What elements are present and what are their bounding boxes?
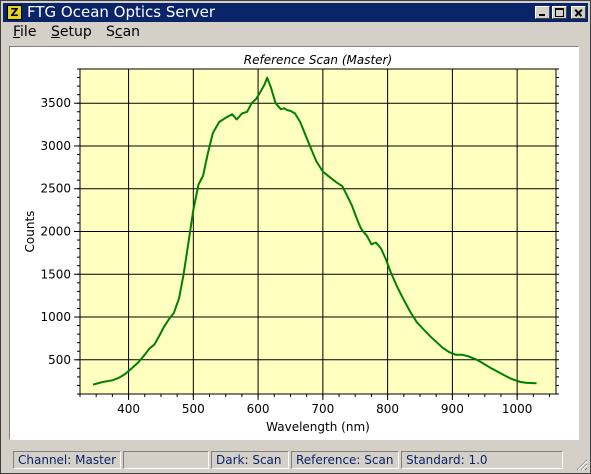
x-tick-label: 500 [182, 402, 205, 416]
y-tick-label: 2000 [40, 225, 71, 239]
status-standard: Standard: 1.0 [401, 451, 563, 469]
status-reference: Reference: Scan [291, 451, 399, 469]
menu-scan[interactable]: Scan [106, 24, 141, 40]
status-channel: Channel: Master [13, 451, 121, 469]
maximize-icon[interactable] [552, 6, 567, 19]
plot-border [79, 68, 557, 395]
menu-setup[interactable]: Setup [51, 24, 92, 40]
series-line-0 [92, 76, 537, 386]
x-tick-label: 600 [247, 402, 270, 416]
resize-grip-icon[interactable] [574, 457, 588, 471]
y-tick-label: 500 [48, 353, 71, 367]
y-tick-label: 3500 [40, 96, 71, 110]
y-tick-label: 3000 [40, 139, 71, 153]
x-tick-label: 900 [441, 402, 464, 416]
chart-title: Reference Scan (Master) [244, 53, 392, 67]
minimize-icon[interactable] [535, 6, 550, 19]
spectrum-chart: Reference Scan (Master) 400 500 600 700 800 90… [23, 53, 559, 434]
app-logo-icon[interactable]: Z [7, 5, 22, 20]
status-dark: Dark: Scan [211, 451, 289, 469]
x-axis-label: Wavelength (nm) [266, 420, 370, 434]
window-title: FTG Ocean Optics Server [27, 3, 216, 21]
y-axis-label: Counts [23, 211, 37, 253]
x-tick-label: 700 [311, 402, 334, 416]
y-tick-label: 1500 [40, 267, 71, 281]
chart-panel: Reference Scan (Master) 400 500 600 700 800 90… [9, 46, 579, 440]
x-tick-label: 800 [376, 402, 399, 416]
x-tick-label: 400 [117, 402, 140, 416]
menu-file[interactable]: File [13, 24, 37, 40]
title-bar[interactable]: Z FTG Ocean Optics Server [3, 3, 588, 22]
menu-bar: File Setup Scan [3, 23, 588, 42]
status-bar: Channel: Master Dark: Scan Reference: Sc… [3, 450, 588, 471]
y-tick-label: 2500 [40, 182, 71, 196]
close-icon[interactable] [571, 6, 586, 19]
y-tick-label: 1000 [40, 310, 71, 324]
status-blank [123, 451, 209, 469]
x-tick-label: 1000 [502, 402, 533, 416]
